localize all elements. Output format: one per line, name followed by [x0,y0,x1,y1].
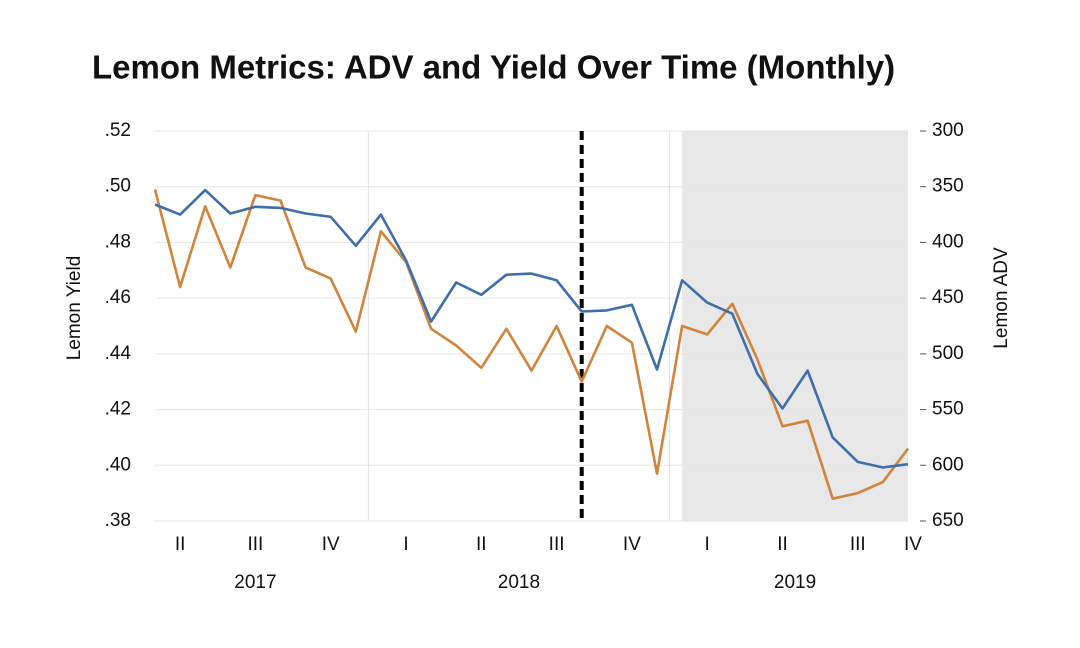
y2-tick-label: 500 [932,343,964,364]
x-tick-label: IV [623,534,641,555]
x-tick-label: II [777,534,788,555]
year-label: 2019 [774,572,816,593]
series-line [154,188,909,469]
y2-tick-label: 600 [932,454,964,475]
y-tick-label: .44 [105,343,132,364]
x-tick-label: II [175,534,186,555]
y2-tick-label: 400 [932,231,964,252]
x-tick-label: III [850,534,866,555]
x-tick-label: I [705,534,710,555]
x-tick-label: IV [322,534,340,555]
x-tick-label: III [247,534,263,555]
series-line [153,189,910,500]
y-tick-label: .40 [105,454,131,475]
x-tick-label: III [549,534,565,555]
x-tick-label: I [403,534,408,555]
y2-tick-label: 650 [932,510,964,531]
y-tick-label: .38 [105,510,131,531]
y-tick-label: .50 [105,176,131,197]
y-axis-label: Lemon Yield [64,256,85,361]
x-tick-label: IV [904,534,922,555]
shaded-region [682,131,908,521]
y-tick-label: .46 [105,287,131,308]
y2-axis-label: Lemon ADV [991,247,1012,349]
y2-tick-label: 300 [932,120,964,141]
y-tick-label: .52 [105,120,131,141]
y-tick-label: .48 [105,231,131,252]
y2-tick-label: 450 [932,287,964,308]
y2-tick-label: 350 [932,176,964,197]
x-tick-label: II [476,534,487,555]
year-label: 2018 [498,572,540,593]
chart-title: Lemon Metrics: ADV and Yield Over Time (… [92,49,895,86]
year-label: 2017 [234,572,276,593]
y2-tick-label: 550 [932,399,964,420]
y-tick-label: .42 [105,399,131,420]
